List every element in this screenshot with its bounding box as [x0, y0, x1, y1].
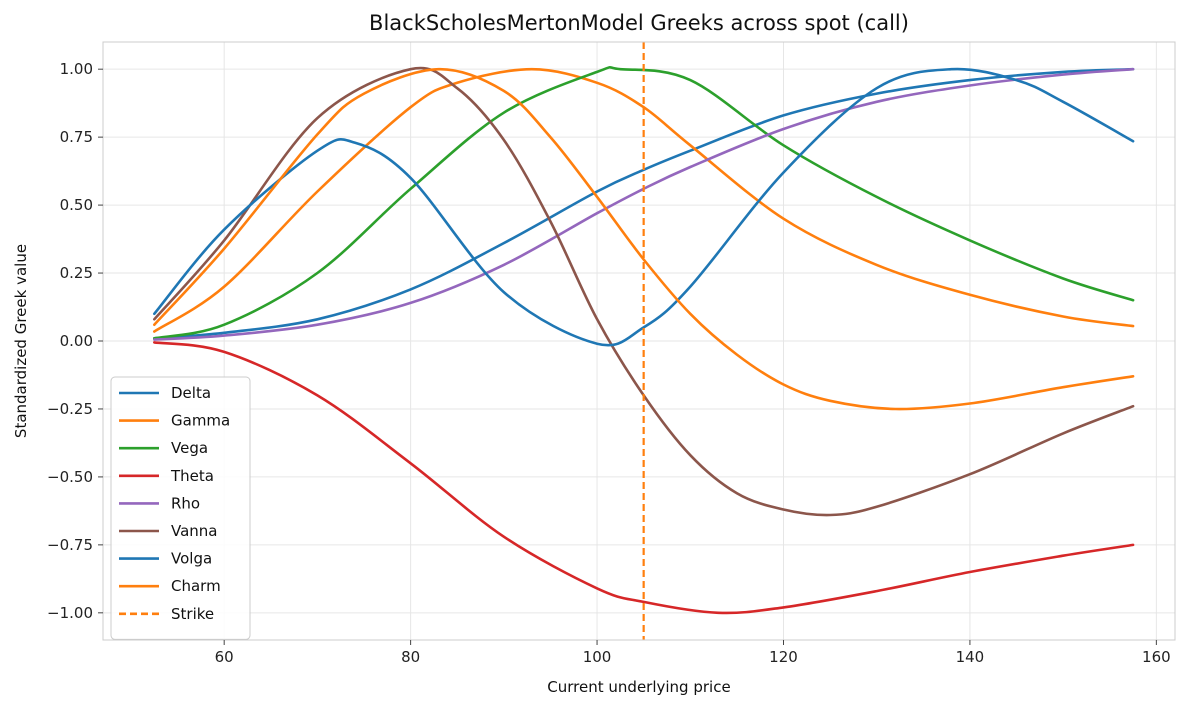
- legend-box: [110, 376, 251, 640]
- y-tick-label: 0.00: [60, 332, 93, 350]
- y-tick-label: −1.00: [47, 604, 93, 622]
- x-tick-label: 60: [215, 648, 234, 666]
- y-tick-label: 0.50: [60, 196, 93, 214]
- legend-label-volga: Volga: [171, 550, 212, 568]
- legend-label-vanna: Vanna: [171, 522, 218, 540]
- series-line-vega: [153, 66, 1135, 340]
- chart-title: BlackScholesMertonModel Greeks across sp…: [369, 11, 909, 35]
- x-axis-title: Current underlying price: [547, 678, 730, 696]
- series-line-charm: [153, 67, 1135, 411]
- x-tick-label: 140: [956, 648, 985, 666]
- axis-ticks: 60 80 100 120 140 160 −1.00 −0.75 −0.50 −0.25 0.00…: [47, 60, 1171, 666]
- x-tick-label: 120: [769, 648, 798, 666]
- y-tick-label: −0.75: [47, 536, 93, 554]
- series-line-volga: [153, 67, 1135, 347]
- series-line-theta: [153, 341, 1135, 615]
- legend-label-charm: Charm: [171, 577, 221, 595]
- series-lines: [153, 66, 1135, 615]
- series-line-gamma: [153, 67, 1135, 333]
- legend-label-vega: Vega: [171, 439, 208, 457]
- legend-label-gamma: Gamma: [171, 412, 230, 430]
- x-tick-label: 100: [583, 648, 612, 666]
- y-axis-title: Standardized Greek value: [12, 244, 30, 438]
- series-line-vanna: [153, 66, 1135, 517]
- legend-label-theta: Theta: [170, 467, 214, 485]
- legend: Delta Gamma Vega Theta Rho Vanna Volga Charm Str…: [110, 376, 251, 640]
- y-tick-label: 1.00: [60, 60, 93, 78]
- legend-label-rho: Rho: [171, 494, 200, 512]
- y-tick-label: 0.25: [60, 264, 93, 282]
- y-tick-label: −0.25: [47, 400, 93, 418]
- legend-label-strike: Strike: [171, 605, 214, 623]
- legend-label-delta: Delta: [171, 384, 211, 402]
- x-tick-label: 160: [1142, 648, 1171, 666]
- y-tick-label: −0.50: [47, 468, 93, 486]
- x-tick-label: 80: [401, 648, 420, 666]
- y-tick-label: 0.75: [60, 128, 93, 146]
